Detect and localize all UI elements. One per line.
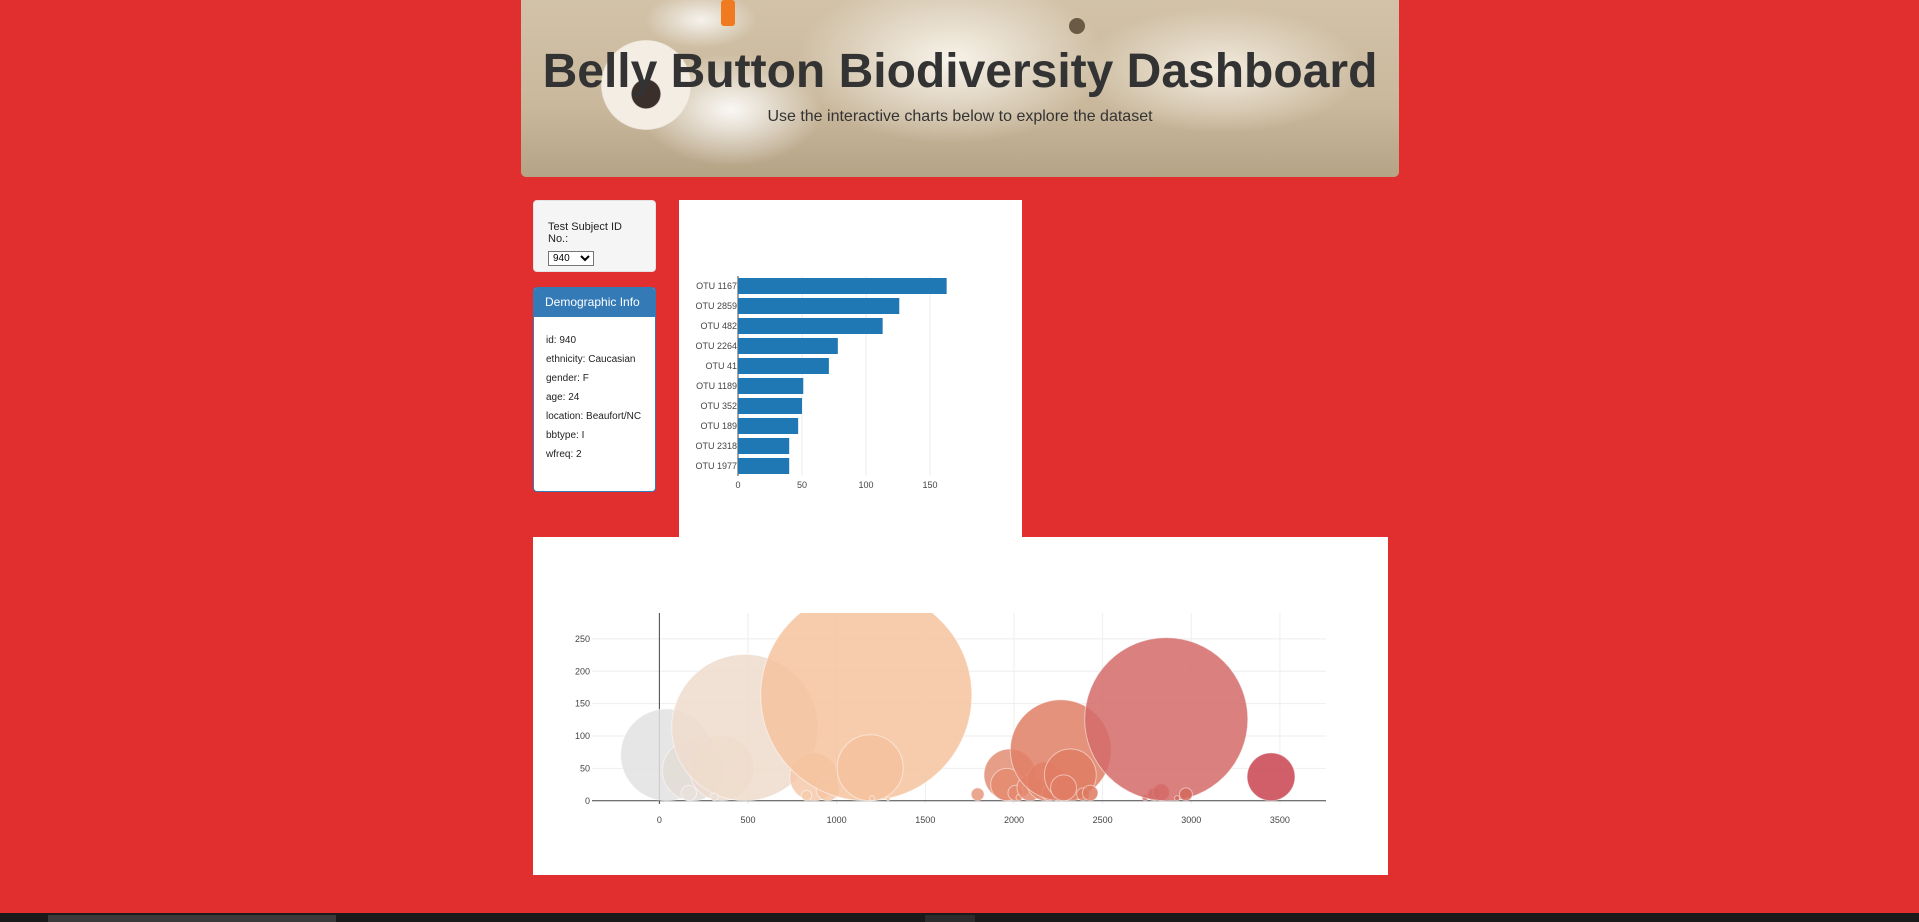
bubble <box>1173 795 1181 802</box>
bubble <box>1084 637 1249 802</box>
x-tick-label: 0 <box>657 815 662 825</box>
bar <box>738 418 799 434</box>
bubble-chart: 0 500 1000 1500 2000 2500 3000 3500 0 50 100 150 200… <box>575 613 1326 825</box>
bar <box>738 458 790 474</box>
subject-selector-label: Test Subject ID No.: <box>548 221 622 245</box>
y-tick-label: OTU 1189 <box>696 381 737 391</box>
y-tick-label: OTU 1167 <box>696 281 737 291</box>
bar <box>738 298 900 314</box>
bubble <box>970 787 985 802</box>
taskbar-segment <box>48 915 336 922</box>
y-tick-label: OTU 41 <box>705 361 737 371</box>
y-tick-label: OTU 482 <box>700 321 737 331</box>
y-tick-label: OTU 1977 <box>695 461 737 471</box>
y-tick-label: OTU 189 <box>700 421 737 431</box>
bottom-taskbar-strip <box>0 913 1919 922</box>
bubble <box>869 795 876 802</box>
y-tick-label: 150 <box>575 699 590 709</box>
demographic-row: id: 940 <box>546 335 577 346</box>
y-tick-label: 0 <box>585 796 590 806</box>
bar <box>738 378 804 394</box>
demographic-row: ethnicity: Caucasian <box>546 354 636 365</box>
x-tick-label: 0 <box>735 480 740 490</box>
x-tick-label: 150 <box>922 480 937 490</box>
y-tick-label: OTU 352 <box>700 401 737 411</box>
belly-button-decoration <box>1069 18 1085 34</box>
y-tick-label: 200 <box>575 666 590 676</box>
bar <box>738 278 947 294</box>
bar <box>738 398 802 414</box>
bar-chart-container: 0 50 100 150 OTU 1167 OTU 2859 OTU 482 OTU 2264… <box>679 200 1022 538</box>
demographic-panel-heading: Demographic Info <box>534 288 655 317</box>
x-tick-label: 3500 <box>1270 815 1290 825</box>
y-tick-label: OTU 2264 <box>695 341 737 351</box>
y-tick-label: OTU 2318 <box>695 441 737 451</box>
demographic-row: wfreq: 2 <box>546 449 582 460</box>
bubble <box>1050 774 1078 802</box>
bar <box>738 338 838 354</box>
x-tick-label: 1000 <box>827 815 847 825</box>
demographic-row: location: Beaufort/NC <box>546 411 642 422</box>
y-tick-label: 50 <box>580 763 590 773</box>
bubble <box>680 784 698 802</box>
page-title: Belly Button Biodiversity Dashboard <box>542 45 1378 98</box>
bubble <box>836 734 904 802</box>
bar <box>738 358 829 374</box>
bubble <box>800 789 813 802</box>
bubble <box>1081 784 1099 802</box>
dog-collar-decoration <box>721 0 735 26</box>
bubble-group <box>620 613 1296 802</box>
bubble <box>885 796 891 802</box>
bubble <box>1178 787 1193 802</box>
x-tick-label: 50 <box>797 480 807 490</box>
x-tick-label: 100 <box>858 480 873 490</box>
y-tick-label: OTU 2859 <box>695 301 737 311</box>
hero-banner: Belly Button Biodiversity Dashboard Use … <box>521 0 1399 177</box>
subject-selector-well: Test Subject ID No.: 940 <box>533 200 656 272</box>
page-subtitle: Use the interactive charts below to expl… <box>767 108 1153 125</box>
x-tick-label: 2000 <box>1004 815 1024 825</box>
subject-id-select[interactable]: 940 <box>548 251 594 266</box>
dog-face-decoration <box>601 40 691 130</box>
bar-chart: 0 50 100 150 OTU 1167 OTU 2859 OTU 482 OTU 2264… <box>695 276 947 490</box>
bubble-chart-container: 0 500 1000 1500 2000 2500 3000 3500 0 50 100 150 200… <box>533 537 1388 875</box>
demographic-panel: Demographic Info id: 940 ethnicity: Cauca… <box>533 287 656 492</box>
x-tick-label: 500 <box>741 815 756 825</box>
bar <box>738 318 883 334</box>
y-tick-label: 100 <box>575 731 590 741</box>
x-tick-label: 2500 <box>1093 815 1113 825</box>
demographic-row: bbtype: I <box>546 430 585 441</box>
x-tick-label: 1500 <box>915 815 935 825</box>
bubble <box>1246 752 1296 802</box>
demographic-row: age: 24 <box>546 392 580 403</box>
y-tick-label: 250 <box>575 634 590 644</box>
taskbar-segment <box>925 915 975 922</box>
x-tick-label: 3000 <box>1181 815 1201 825</box>
bar <box>738 438 790 454</box>
bubble <box>709 792 719 802</box>
demographic-row: gender: F <box>546 373 589 384</box>
demographic-panel-body: id: 940 ethnicity: Caucasian gender: F age:… <box>534 317 655 460</box>
